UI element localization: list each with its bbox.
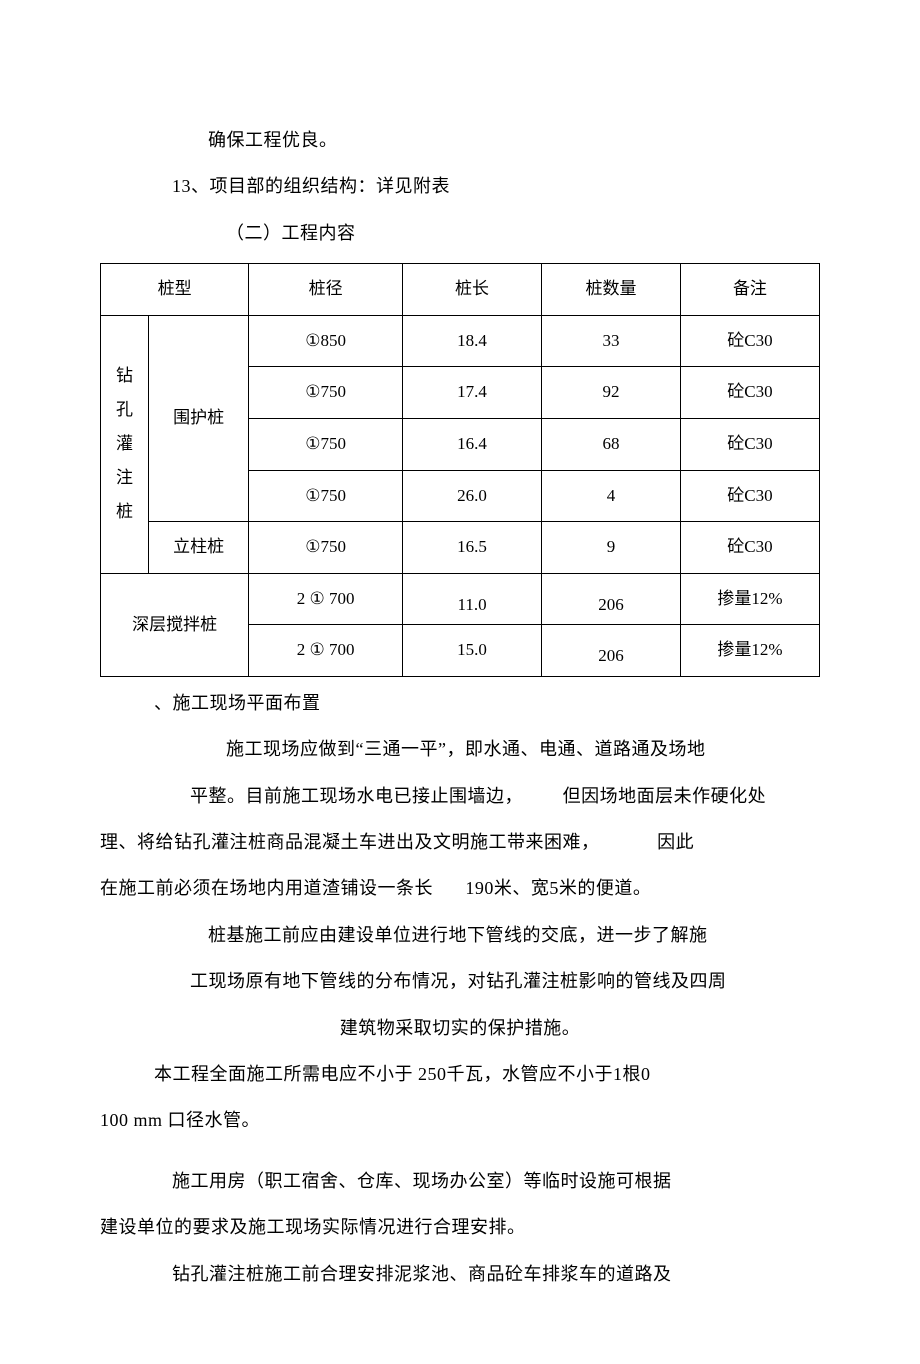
cell-quantity: 33 xyxy=(542,315,681,367)
cell-remark: 砼C30 xyxy=(680,315,819,367)
body-p10: 100 mm 口径水管。 xyxy=(100,1104,820,1136)
table-row: 立柱桩 ①750 16.5 9 砼C30 xyxy=(101,522,820,574)
th-length: 桩长 xyxy=(403,264,542,316)
cell-diameter: 2 ① 700 xyxy=(249,573,403,625)
th-type: 桩型 xyxy=(101,264,249,316)
cell-quantity: 9 xyxy=(542,522,681,574)
cell-diameter: ①750 xyxy=(249,367,403,419)
line-ensure-quality: 确保工程优良。 xyxy=(100,124,820,156)
body-p2: 施工现场应做到“三通一平”，即水通、电通、道路通及场地 xyxy=(100,733,820,765)
body-p11: 施工用房（职工宿舍、仓库、现场办公室）等临时设施可根据 xyxy=(100,1165,820,1197)
line-item-13: 13、项目部的组织结构：详见附表 xyxy=(100,170,820,202)
cell-diameter: 2 ① 700 xyxy=(249,625,403,677)
cell-remark: 砼C30 xyxy=(680,470,819,522)
cell-subtype: 深层搅拌桩 xyxy=(101,573,249,676)
cell-length: 11.0 xyxy=(403,573,542,625)
body-p8: 建筑物采取切实的保护措施。 xyxy=(100,1012,820,1044)
cell-diameter: ①750 xyxy=(249,522,403,574)
cell-length: 15.0 xyxy=(403,625,542,677)
table-header-row: 桩型 桩径 桩长 桩数量 备注 xyxy=(101,264,820,316)
p5-part-b: 190米、宽5米的便道。 xyxy=(465,878,651,898)
body-p12: 建设单位的要求及施工现场实际情况进行合理安排。 xyxy=(100,1211,820,1243)
body-p5: 在施工前必须在场地内用道渣铺设一条长 190米、宽5米的便道。 xyxy=(100,872,820,904)
cell-remark: 掺量12% xyxy=(680,573,819,625)
body-p13: 钻孔灌注桩施工前合理安排泥浆池、商品砼车排浆车的道路及 xyxy=(100,1258,820,1290)
cell-subtype: 立柱桩 xyxy=(149,522,249,574)
cell-vertical-type: 钻 孔 灌 注 桩 xyxy=(101,315,149,573)
cell-diameter: ①750 xyxy=(249,470,403,522)
p5-part-a: 在施工前必须在场地内用道渣铺设一条长 xyxy=(100,878,433,898)
p4-part-a: 理、将给钻孔灌注桩商品混凝土车进出及文明施工带来困难， xyxy=(100,832,600,852)
th-quantity: 桩数量 xyxy=(542,264,681,316)
cell-remark: 砼C30 xyxy=(680,522,819,574)
vchar: 桩 xyxy=(105,495,144,529)
body-p3: 平整。目前施工现场水电已接止围墙边， 但因场地面层未作硬化处 xyxy=(100,780,820,812)
p4-part-b: 因此 xyxy=(657,832,694,852)
p3-part-a: 平整。目前施工现场水电已接止围墙边， xyxy=(190,786,523,806)
section-2-heading: （二）工程内容 xyxy=(100,217,820,249)
cell-remark: 掺量12% xyxy=(680,625,819,677)
cell-length: 17.4 xyxy=(403,367,542,419)
table-row: 深层搅拌桩 2 ① 700 11.0 206 掺量12% xyxy=(101,573,820,625)
cell-length: 18.4 xyxy=(403,315,542,367)
cell-remark: 砼C30 xyxy=(680,418,819,470)
cell-quantity: 68 xyxy=(542,418,681,470)
body-p7: 工现场原有地下管线的分布情况，对钻孔灌注桩影响的管线及四周 xyxy=(100,965,820,997)
table-row: 钻 孔 灌 注 桩 围护桩 ①850 18.4 33 砼C30 xyxy=(101,315,820,367)
th-remark: 备注 xyxy=(680,264,819,316)
body-p6: 桩基施工前应由建设单位进行地下管线的交底，进一步了解施 xyxy=(100,919,820,951)
cell-subtype: 围护桩 xyxy=(149,315,249,521)
cell-diameter: ①750 xyxy=(249,418,403,470)
cell-quantity: 206 xyxy=(542,625,681,677)
cell-quantity: 206 xyxy=(542,573,681,625)
body-p9: 本工程全面施工所需电应不小于 250千瓦，水管应不小于1根0 xyxy=(100,1058,820,1090)
cell-length: 26.0 xyxy=(403,470,542,522)
body-p4: 理、将给钻孔灌注桩商品混凝土车进出及文明施工带来困难， 因此 xyxy=(100,826,820,858)
vchar: 钻 xyxy=(105,359,144,393)
cell-length: 16.5 xyxy=(403,522,542,574)
th-diameter: 桩径 xyxy=(249,264,403,316)
vchar: 孔 xyxy=(105,393,144,427)
cell-diameter: ①850 xyxy=(249,315,403,367)
document-page: 确保工程优良。 13、项目部的组织结构：详见附表 （二）工程内容 桩型 桩径 桩… xyxy=(0,0,920,1364)
cell-remark: 砼C30 xyxy=(680,367,819,419)
cell-length: 16.4 xyxy=(403,418,542,470)
vchar: 灌 xyxy=(105,427,144,461)
body-p1: 、施工现场平面布置 xyxy=(100,687,820,719)
p3-part-b: 但因场地面层未作硬化处 xyxy=(563,786,767,806)
pile-spec-table: 桩型 桩径 桩长 桩数量 备注 钻 孔 灌 注 桩 围护桩 ①850 18.4 … xyxy=(100,263,820,677)
cell-quantity: 4 xyxy=(542,470,681,522)
cell-quantity: 92 xyxy=(542,367,681,419)
vchar: 注 xyxy=(105,461,144,495)
